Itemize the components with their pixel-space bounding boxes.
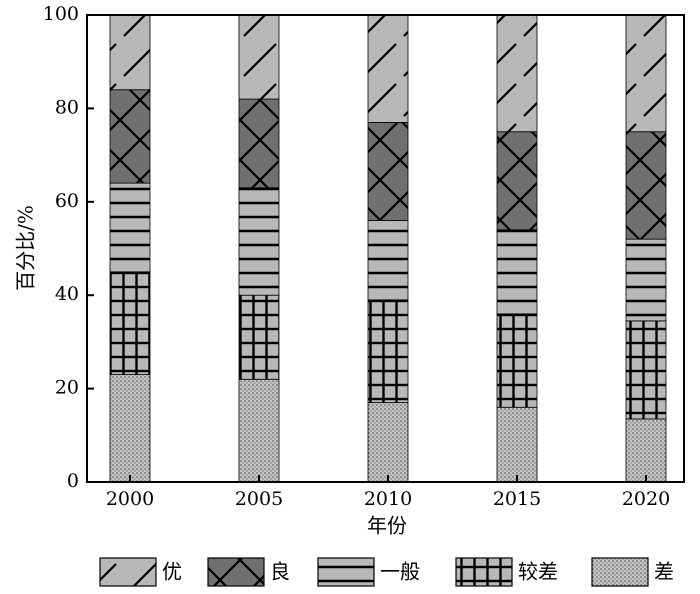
bar-segment-2005-4 (238, 14, 280, 100)
y-axis-title: 百分比/% (14, 205, 38, 291)
x-axis-title: 年份 (367, 514, 407, 538)
bar-segment-2000-2 (109, 182, 151, 273)
legend-label: 一般 (380, 560, 420, 584)
bar-segment-2020-1 (625, 320, 667, 420)
bar-segment-2005-0 (238, 378, 280, 483)
x-tick-label: 2010 (364, 488, 412, 510)
plot-frame (86, 14, 685, 483)
bar-segment-2015-0 (496, 406, 538, 483)
bars-layer (109, 14, 667, 483)
x-tick-label: 2005 (235, 488, 283, 510)
legend-label: 优 (162, 560, 182, 584)
bar-segment-2020-0 (625, 418, 667, 483)
bar-segment-2000-4 (109, 14, 151, 91)
legend-swatch-hlines (317, 557, 375, 587)
y-tick-label: 40 (55, 283, 79, 305)
bar-segment-2015-1 (496, 313, 538, 408)
y-tick-label: 100 (43, 3, 79, 25)
bar-segment-2020-4 (625, 14, 667, 133)
legend-label: 较差 (518, 560, 558, 584)
bar-segment-2000-0 (109, 374, 151, 483)
legend-label: 良 (270, 560, 290, 584)
y-tick-label: 20 (55, 377, 79, 399)
bar-segment-2000-3 (109, 89, 151, 184)
x-tick-label: 2020 (622, 488, 670, 510)
legend-label: 差 (654, 560, 674, 584)
y-tick-label: 60 (55, 190, 79, 212)
bar-segment-2020-3 (625, 131, 667, 240)
axes-layer: 0 20 40 60 80 100 2000 2005 2010 2015 2020 (43, 3, 685, 510)
bar-segment-2010-3 (367, 122, 409, 221)
bar-segment-2015-3 (496, 131, 538, 231)
bar-segment-2000-1 (109, 271, 151, 375)
y-tick-label: 80 (55, 96, 79, 118)
bar-segment-2015-4 (496, 14, 538, 133)
bar-segment-2020-2 (625, 238, 667, 322)
legend: 优 良 一般 较差 差 (99, 557, 674, 587)
legend-swatch-crosses (207, 557, 265, 587)
bar-segment-2015-2 (496, 229, 538, 315)
bar-segment-2005-3 (238, 98, 280, 189)
bar-segment-2005-2 (238, 187, 280, 296)
bar-segment-2005-1 (238, 294, 280, 380)
legend-swatch-grid (455, 557, 513, 587)
legend-swatch-dots (591, 557, 649, 587)
x-tick-label: 2000 (106, 488, 154, 510)
bar-segment-2010-0 (367, 402, 409, 483)
y-tick-label: 0 (67, 470, 79, 492)
x-tick-label: 2015 (493, 488, 541, 510)
bar-segment-2010-4 (367, 14, 409, 123)
bar-segment-2010-2 (367, 220, 409, 301)
bar-segment-2010-1 (367, 299, 409, 404)
legend-swatch-slashes (99, 557, 157, 587)
